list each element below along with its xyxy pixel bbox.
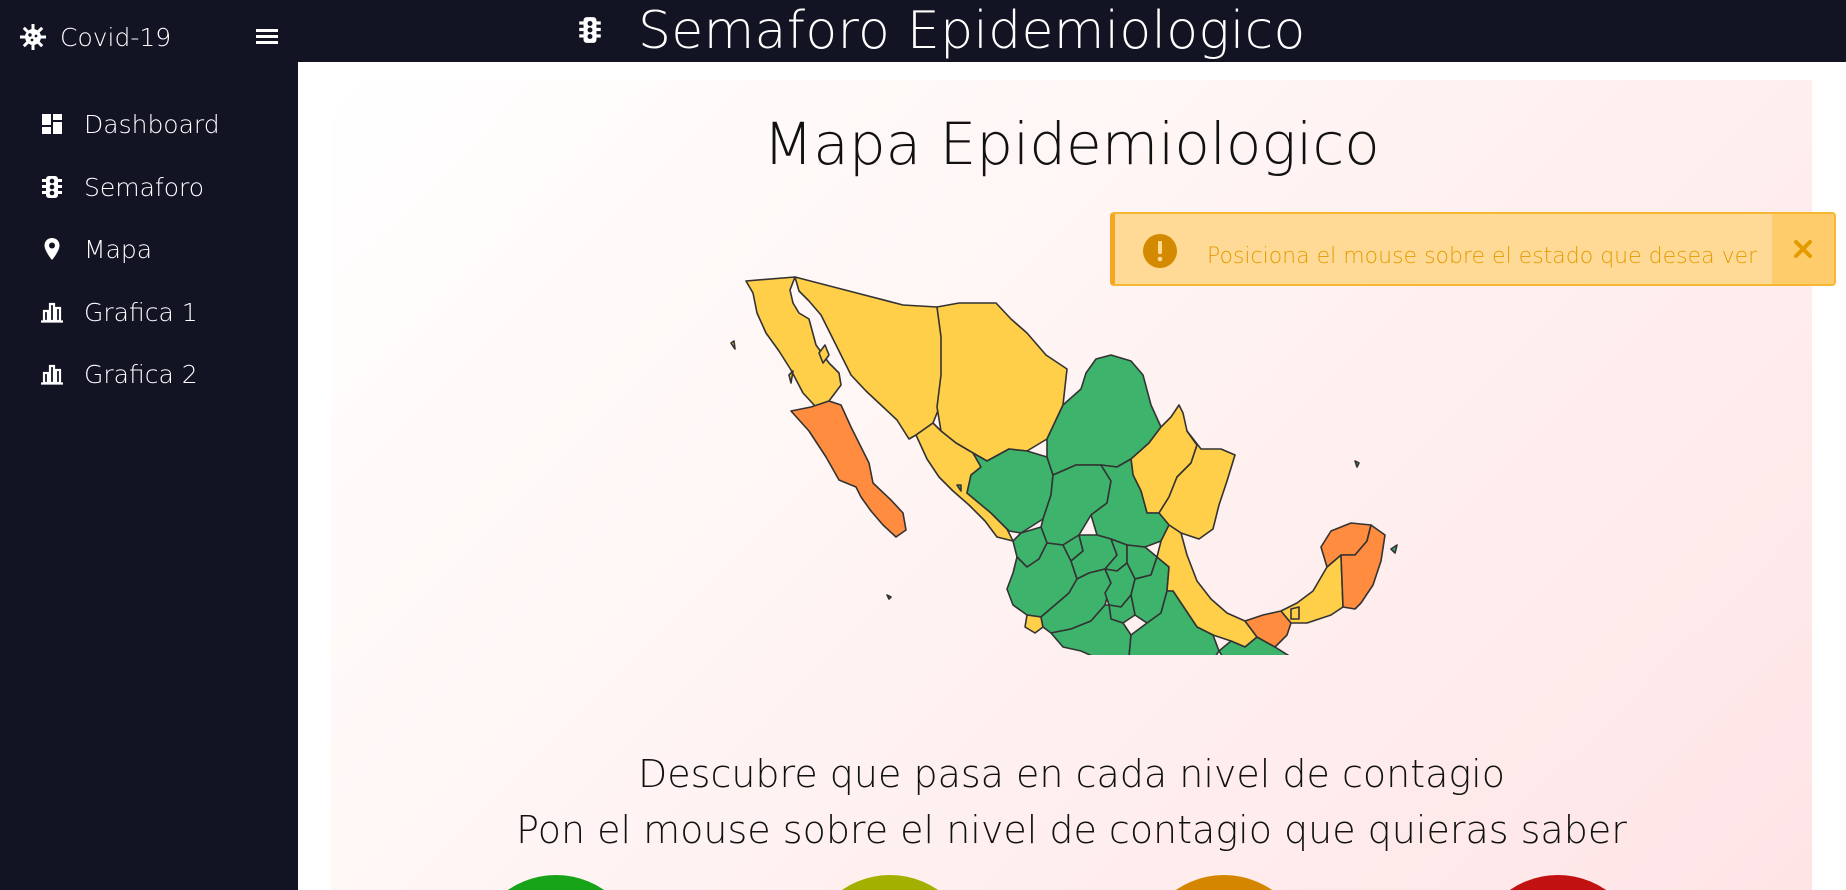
brand-name: Covid-19 bbox=[60, 22, 172, 52]
map-island bbox=[956, 484, 962, 492]
map-state-oaxaca[interactable] bbox=[1128, 590, 1220, 655]
sidebar-item-grafica-2[interactable]: Grafica 2 bbox=[40, 354, 198, 394]
map-island bbox=[1290, 606, 1300, 620]
sidebar-item-label: Grafica 2 bbox=[84, 359, 198, 389]
toast-close-button[interactable] bbox=[1772, 214, 1834, 284]
dashboard-icon bbox=[42, 114, 62, 134]
page-title: Semaforo Epidemiologico bbox=[638, 1, 1306, 61]
map-state-guerrero[interactable] bbox=[1050, 604, 1132, 655]
map-state-baja-california[interactable] bbox=[745, 276, 842, 408]
sidebar-item-label: Dashboard bbox=[84, 109, 220, 139]
virus-icon bbox=[20, 24, 46, 50]
levels-heading: Descubre que pasa en cada nivel de conta… bbox=[638, 752, 1505, 796]
map-island bbox=[886, 594, 892, 600]
map-island bbox=[730, 340, 736, 350]
sidebar: Covid-19 Dashboard Semaforo Mapa Grafica… bbox=[0, 0, 298, 890]
traffic-light-icon bbox=[42, 176, 62, 198]
map-state-durango[interactable] bbox=[966, 448, 1054, 534]
levels-subheading: Pon el mouse sobre el nivel de contagio … bbox=[516, 808, 1627, 852]
bar-chart-icon bbox=[41, 364, 63, 385]
top-bar: Semaforo Epidemiologico bbox=[298, 0, 1846, 62]
level-circle-yellow[interactable] bbox=[805, 875, 975, 890]
map-island bbox=[1390, 544, 1398, 554]
map-island bbox=[788, 370, 794, 384]
map-state-chiapas[interactable] bbox=[1218, 636, 1301, 655]
map-state-tamaulipas[interactable] bbox=[1158, 430, 1236, 540]
toast-message: Posiciona el mouse sobre el estado que d… bbox=[1207, 244, 1758, 269]
level-circle-orange[interactable] bbox=[1139, 875, 1309, 890]
level-circle-green[interactable] bbox=[471, 875, 641, 890]
level-circle-red[interactable] bbox=[1473, 875, 1643, 890]
exclamation-circle-icon bbox=[1143, 234, 1177, 268]
close-icon bbox=[1794, 240, 1812, 258]
sidebar-item-label: Mapa bbox=[84, 234, 153, 264]
sidebar-item-label: Grafica 1 bbox=[84, 297, 198, 327]
map-state-tabasco[interactable] bbox=[1244, 610, 1292, 648]
map-state-quintana-roo[interactable] bbox=[1340, 524, 1386, 610]
map-island bbox=[1354, 460, 1360, 468]
sidebar-item-grafica-1[interactable]: Grafica 1 bbox=[40, 292, 198, 332]
info-toast: Posiciona el mouse sobre el estado que d… bbox=[1110, 212, 1836, 286]
map-state-baja-california-sur[interactable] bbox=[790, 400, 907, 538]
map-pin-icon bbox=[44, 238, 60, 260]
sidebar-item-mapa[interactable]: Mapa bbox=[40, 229, 152, 269]
mexico-map bbox=[730, 276, 1398, 655]
traffic-light-icon bbox=[579, 17, 601, 43]
map-state-colima[interactable] bbox=[1024, 614, 1044, 634]
hamburger-menu-icon[interactable] bbox=[256, 26, 278, 48]
bar-chart-icon bbox=[41, 302, 63, 323]
main-content: Mapa Epidemiologico bbox=[331, 80, 1812, 890]
sidebar-item-label: Semaforo bbox=[84, 172, 205, 202]
brand[interactable]: Covid-19 bbox=[18, 19, 171, 55]
map-title: Mapa Epidemiologico bbox=[763, 110, 1380, 178]
sidebar-item-dashboard[interactable]: Dashboard bbox=[40, 104, 220, 144]
map-island bbox=[818, 344, 830, 364]
sidebar-item-semaforo[interactable]: Semaforo bbox=[40, 167, 204, 207]
